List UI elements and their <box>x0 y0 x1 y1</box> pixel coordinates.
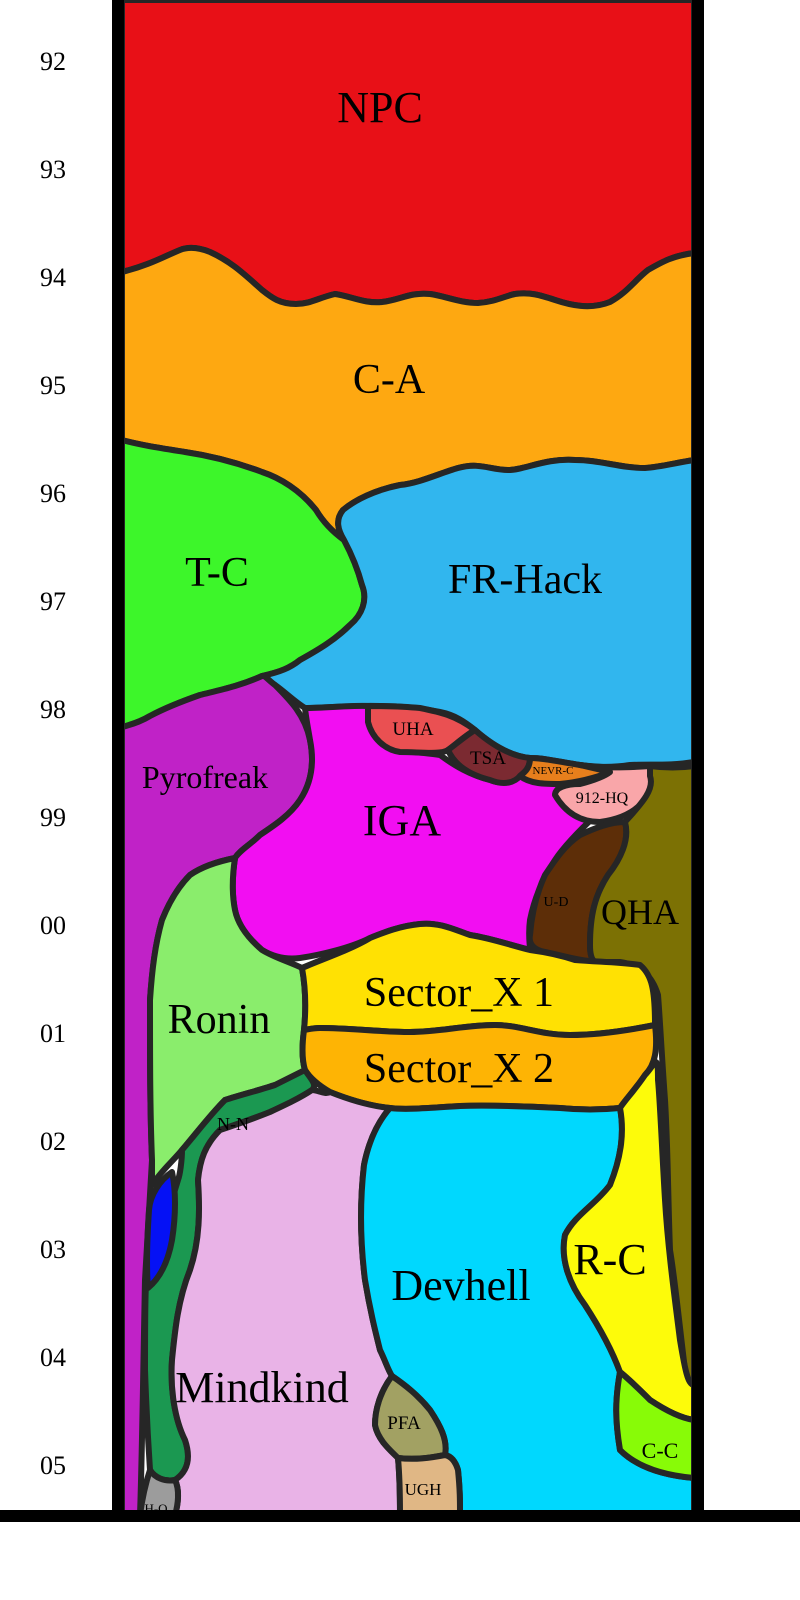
year-label: 04 <box>40 1343 66 1372</box>
year-label: 96 <box>40 479 66 508</box>
year-label: 95 <box>40 371 66 400</box>
year-axis: 92 93 94 95 96 97 98 99 00 01 02 03 04 0… <box>40 47 66 1480</box>
region-hqs <box>137 1467 181 1518</box>
year-label: 98 <box>40 695 66 724</box>
region-blue <box>143 1169 178 1291</box>
label-uha: UHA <box>392 719 433 740</box>
year-label: 01 <box>40 1019 66 1048</box>
region-ugh <box>395 1452 463 1518</box>
label-tc: T-C <box>185 550 249 596</box>
frame-right-bar <box>692 0 704 1515</box>
year-label: 99 <box>40 803 66 832</box>
label-mindkind: Mindkind <box>175 1363 349 1412</box>
year-label: 02 <box>40 1127 66 1156</box>
region-tsa <box>445 727 533 786</box>
label-sectorx2: Sector_X 2 <box>364 1046 554 1092</box>
label-cc: C-C <box>642 1438 679 1463</box>
frame-left-bar <box>112 0 124 1515</box>
regions <box>119 0 697 1518</box>
label-hqs: H-Q <box>144 1501 168 1516</box>
label-npc: NPC <box>337 83 423 132</box>
year-label: 00 <box>40 911 66 940</box>
label-pfa: PFA <box>387 1413 421 1434</box>
label-sectorx1: Sector_X 1 <box>364 970 554 1016</box>
label-rc: R-C <box>573 1235 646 1284</box>
label-devhell: Devhell <box>391 1261 530 1310</box>
label-frhack: FR-Hack <box>448 557 602 603</box>
region-labels: NPC C-A T-C FR-Hack Pyrofreak IGA UHA TS… <box>142 83 679 1516</box>
label-ud: U-D <box>544 895 569 910</box>
label-nevrc: NEVR-C <box>533 765 574 777</box>
frame <box>0 0 800 1522</box>
label-nn: N-N <box>217 1114 249 1134</box>
label-ronin: Ronin <box>168 997 271 1043</box>
label-ugh: UGH <box>405 1480 442 1499</box>
year-label: 94 <box>40 263 66 292</box>
label-pyrofreak: Pyrofreak <box>142 759 268 795</box>
label-qha: QHA <box>601 892 679 932</box>
year-label: 03 <box>40 1235 66 1264</box>
label-tsa: TSA <box>470 748 506 769</box>
label-hq912: 912-HQ <box>576 790 629 807</box>
label-iga: IGA <box>363 796 441 845</box>
year-label: 92 <box>40 47 66 76</box>
label-ca: C-A <box>353 357 426 403</box>
frame-bottom-bar <box>0 1510 800 1522</box>
year-label: 05 <box>40 1451 66 1480</box>
year-label: 93 <box>40 155 66 184</box>
year-label: 97 <box>40 587 66 616</box>
